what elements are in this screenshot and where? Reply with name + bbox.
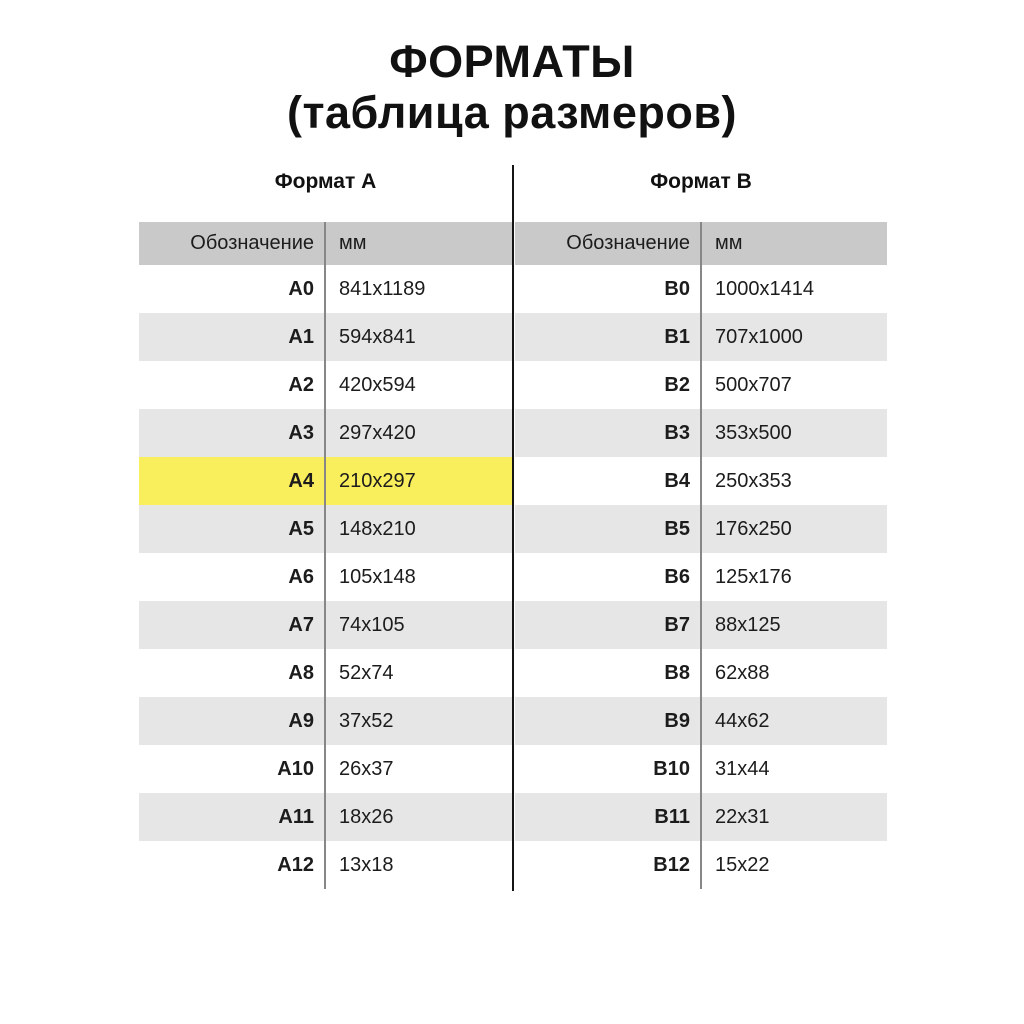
table-row: B8 62x88 xyxy=(515,649,887,697)
format-code-cell: A9 xyxy=(139,697,326,745)
table-row: A4 210x297 xyxy=(139,457,512,505)
format-code-cell: A11 xyxy=(139,793,326,841)
table-row: A11 18x26 xyxy=(139,793,512,841)
format-size-cell: 125x176 xyxy=(715,565,792,588)
format-size-cell: 13x18 xyxy=(339,853,394,876)
format-code-cell: A4 xyxy=(139,457,326,505)
format-code-cell: A2 xyxy=(139,361,326,409)
table-row: A1 594x841 xyxy=(139,313,512,361)
table-header-row: Обозначение мм xyxy=(139,222,512,265)
format-code-cell: B4 xyxy=(515,457,702,505)
format-code-cell: B8 xyxy=(515,649,702,697)
format-code-cell: B10 xyxy=(515,745,702,793)
page-title-line-2: (таблица размеров) xyxy=(287,87,737,138)
table-row: B12 15x22 xyxy=(515,841,887,889)
tables-container: Обозначение мм A0 841x1189 A1 594x841 A2 420x59… xyxy=(139,222,887,889)
format-size-cell: 210x297 xyxy=(339,469,416,492)
table-row: B7 88x125 xyxy=(515,601,887,649)
column-header-designation: Обозначение xyxy=(139,222,326,265)
format-size-cell: 1000x1414 xyxy=(715,277,814,300)
format-code-cell: B2 xyxy=(515,361,702,409)
format-size-cell: 31x44 xyxy=(715,757,770,780)
format-code-cell: A10 xyxy=(139,745,326,793)
format-size-cell: 105x148 xyxy=(339,565,416,588)
column-header-mm: мм xyxy=(339,232,367,254)
column-header-mm: мм xyxy=(715,232,743,254)
format-size-cell: 841x1189 xyxy=(339,277,426,300)
format-code-cell: A8 xyxy=(139,649,326,697)
table-row: B1 707x1000 xyxy=(515,313,887,361)
format-size-cell: 297x420 xyxy=(339,421,416,444)
format-size-cell: 500x707 xyxy=(715,373,792,396)
format-size-cell: 52x74 xyxy=(339,661,394,684)
format-size-cell: 594x841 xyxy=(339,325,416,348)
format-size-cell: 353x500 xyxy=(715,421,792,444)
format-code-cell: A6 xyxy=(139,553,326,601)
format-code-cell: A3 xyxy=(139,409,326,457)
format-code-cell: B11 xyxy=(515,793,702,841)
format-code-cell: A0 xyxy=(139,265,326,313)
table-row: A0 841x1189 xyxy=(139,265,512,313)
table-row: B3 353x500 xyxy=(515,409,887,457)
table-row: A3 297x420 xyxy=(139,409,512,457)
format-size-cell: 26x37 xyxy=(339,757,394,780)
format-size-cell: 18x26 xyxy=(339,805,394,828)
format-code-cell: B3 xyxy=(515,409,702,457)
format-code-cell: B5 xyxy=(515,505,702,553)
section-headers: Формат А Формат B xyxy=(139,170,887,194)
format-size-cell: 74x105 xyxy=(339,613,405,636)
table-row: B6 125x176 xyxy=(515,553,887,601)
format-code-cell: A1 xyxy=(139,313,326,361)
format-code-cell: B9 xyxy=(515,697,702,745)
format-size-cell: 420x594 xyxy=(339,373,416,396)
page-title: ФОРМАТЫ (таблица размеров) xyxy=(0,36,1024,138)
table-row: B9 44x62 xyxy=(515,697,887,745)
format-code-cell: B0 xyxy=(515,265,702,313)
table-row: B5 176x250 xyxy=(515,505,887,553)
table-row: A12 13x18 xyxy=(139,841,512,889)
table-row: A6 105x148 xyxy=(139,553,512,601)
format-size-cell: 37x52 xyxy=(339,709,394,732)
table-row: B11 22x31 xyxy=(515,793,887,841)
format-size-cell: 22x31 xyxy=(715,805,770,828)
table-row: A2 420x594 xyxy=(139,361,512,409)
table-row: B0 1000x1414 xyxy=(515,265,887,313)
format-code-cell: B1 xyxy=(515,313,702,361)
format-size-cell: 148x210 xyxy=(339,517,416,540)
format-code-cell: B6 xyxy=(515,553,702,601)
table-row: A9 37x52 xyxy=(139,697,512,745)
format-size-cell: 176x250 xyxy=(715,517,792,540)
table-row: A7 74x105 xyxy=(139,601,512,649)
table-header-row: Обозначение мм xyxy=(515,222,887,265)
column-header-designation: Обозначение xyxy=(515,222,702,265)
center-divider-line xyxy=(512,165,514,891)
format-b-section-title: Формат B xyxy=(650,170,752,193)
format-size-cell: 62x88 xyxy=(715,661,770,684)
format-size-cell: 250x353 xyxy=(715,469,792,492)
table-row: A8 52x74 xyxy=(139,649,512,697)
format-code-cell: A12 xyxy=(139,841,326,889)
format-code-cell: B7 xyxy=(515,601,702,649)
format-b-table: Обозначение мм B0 1000x1414 B1 707x1000 B2 500x… xyxy=(515,222,887,889)
table-row: A10 26x37 xyxy=(139,745,512,793)
format-code-cell: A5 xyxy=(139,505,326,553)
format-a-section-title: Формат А xyxy=(274,170,377,193)
table-row: B2 500x707 xyxy=(515,361,887,409)
format-code-cell: A7 xyxy=(139,601,326,649)
format-size-cell: 15x22 xyxy=(715,853,770,876)
format-code-cell: B12 xyxy=(515,841,702,889)
format-a-table: Обозначение мм A0 841x1189 A1 594x841 A2 420x59… xyxy=(139,222,512,889)
format-size-cell: 707x1000 xyxy=(715,325,803,348)
table-row: B10 31x44 xyxy=(515,745,887,793)
page-title-line-1: ФОРМАТЫ xyxy=(389,36,635,87)
table-row: A5 148x210 xyxy=(139,505,512,553)
format-size-cell: 44x62 xyxy=(715,709,770,732)
format-size-cell: 88x125 xyxy=(715,613,781,636)
table-row: B4 250x353 xyxy=(515,457,887,505)
